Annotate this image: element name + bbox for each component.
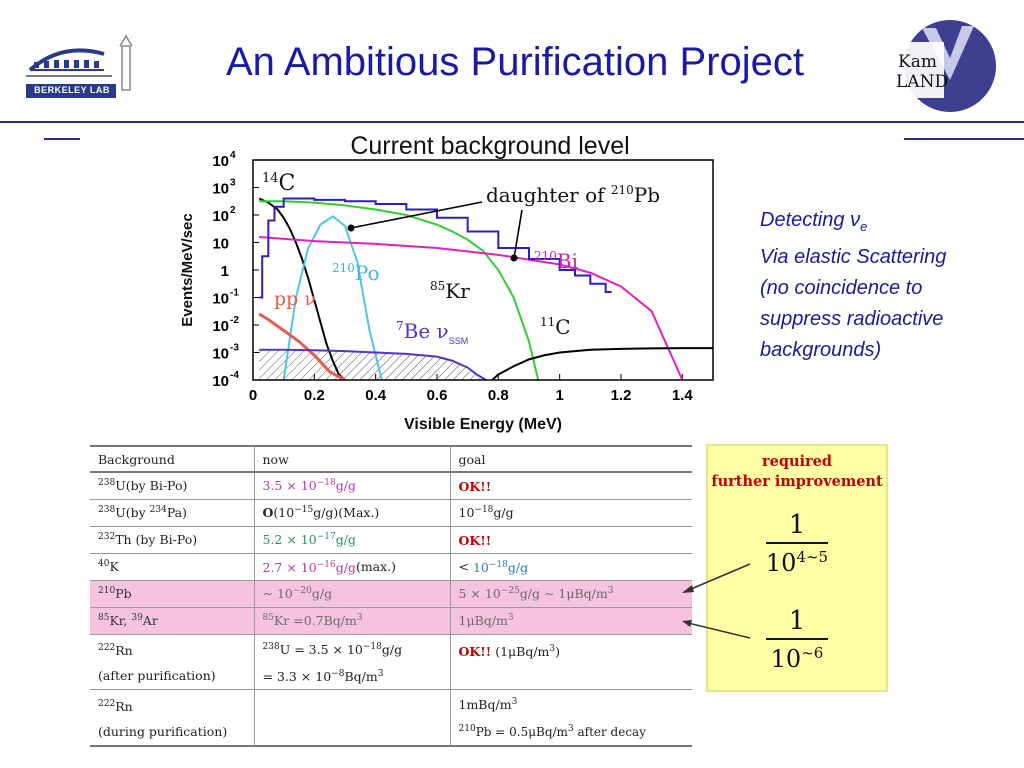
header-goal: goal — [449, 445, 692, 473]
series-line-85Kr — [259, 200, 540, 381]
header-divider-accent-left — [44, 138, 80, 140]
arrow-pb210-head — [682, 585, 694, 593]
chart-title: Current background level — [350, 132, 629, 160]
note-line-2: Via elastic Scattering — [760, 246, 947, 268]
series-line-11C — [491, 347, 713, 381]
table-row: 40K 2.7 × 10−16g/g(max.) < 10−18g/g — [90, 553, 692, 581]
header-background: Background — [90, 445, 254, 473]
plot-frame — [252, 159, 714, 381]
page-title: An Ambitious Purification Project — [225, 40, 805, 84]
improvement-fraction-1: 1 104∼5 — [765, 510, 829, 577]
series-line-14C — [258, 197, 346, 381]
y-tick-exponent: 3 — [230, 178, 236, 189]
y-tick-label: 10 — [212, 236, 229, 253]
y-tick-exponent: 4 — [230, 150, 236, 161]
series-line-pp — [258, 312, 346, 382]
table-row: 85Kr, 39Ar 85Kr =0.7Bq/m3 1μBq/m3 — [90, 607, 692, 635]
y-tick-label: 10 — [212, 208, 229, 225]
y-tick-label: 10 — [212, 318, 229, 335]
background-table: Background now goal 238U(by Bi-Po) 3.5 ×… — [90, 445, 692, 748]
x-tick-label: 0.8 — [488, 387, 509, 404]
table-row: 222Rn (after purification) 238U = 3.5 × 1… — [90, 634, 692, 691]
improvement-title-2: further improvement — [711, 473, 883, 490]
table-row: 238U(by Bi-Po) 3.5 × 10−18g/g OK!! — [90, 472, 692, 500]
y-tick-exponent: 2 — [230, 205, 236, 216]
y-tick-exponent: -1 — [230, 288, 239, 299]
annot-bi210: 210Bi — [534, 249, 578, 273]
kamland-logo: Kam LAND — [888, 14, 1000, 118]
arrow-kr85-head — [682, 620, 692, 627]
daughter-pointer-1 — [350, 201, 483, 229]
annot-daughter-of-pb210: daughter of 210Pb — [486, 183, 660, 207]
y-tick-label: 10 — [212, 373, 229, 390]
header-now: now — [253, 445, 450, 473]
note-line-5: backgrounds) — [760, 339, 882, 361]
x-tick-label: 1.4 — [672, 387, 694, 404]
x-tick-label: 0.4 — [365, 387, 387, 404]
table-row: 222Rn (during purification) 1mBq/m3 210Pb … — [90, 689, 692, 748]
improvement-title-1: required — [761, 453, 833, 470]
table-row: 238U(by 234Pa) O(10−15g/g)(Max.) 10−18g/… — [90, 499, 692, 527]
table-row: 232Th (by Bi-Po) 5.2 × 10−17g/g OK!! — [90, 526, 692, 554]
note-line-1: Detecting νe — [760, 209, 868, 234]
y-tick-exponent: -3 — [230, 343, 239, 354]
series-line-data — [259, 197, 612, 299]
y-tick-exponent: -2 — [230, 315, 239, 326]
hatched-region-be7 — [259, 349, 487, 380]
berkeley-lab-logo: BERKELEY LAB — [22, 28, 152, 106]
y-tick-exponent: -4 — [230, 370, 239, 381]
table-header-row: Background now goal — [90, 445, 692, 473]
x-tick-label: 1 — [555, 387, 563, 404]
pointer-arrows — [682, 563, 751, 639]
daughter-pointer-2 — [513, 209, 523, 259]
x-axis-label: Visible Energy (MeV) — [404, 416, 562, 433]
annot-po210: 210Po — [332, 261, 380, 285]
arrow-kr85 — [683, 621, 751, 639]
arrow-pb210 — [683, 563, 751, 593]
x-tick-label: 0.2 — [304, 387, 325, 404]
detection-note: Detecting νe Via elastic Scattering (no … — [760, 205, 1020, 366]
series-line-210Po — [282, 215, 383, 381]
x-tick-label: 1.2 — [611, 387, 632, 404]
y-axis-label: Events/MeV/sec — [179, 213, 196, 326]
y-tick-label: 10 — [212, 291, 229, 308]
header-divider-accent-right — [904, 138, 1024, 140]
kamland-label-land: LAND — [896, 72, 949, 92]
y-tick-label: 10 — [212, 346, 229, 363]
x-tick-label: 0.6 — [427, 387, 448, 404]
series-line-7Be — [259, 348, 487, 381]
required-improvement-box: required further improvement 1 104∼5 1 1… — [706, 444, 888, 692]
table-row: 210Pb ∼ 10−20g/g 5 × 10−25g/g ∼ 1μBq/m3 — [90, 580, 692, 608]
annot-kr85: 85Kr — [430, 279, 470, 303]
daughter-point-1 — [347, 224, 355, 232]
header-divider — [0, 121, 1024, 123]
y-tick-label: 10 — [212, 153, 229, 170]
annot-c14: 14C — [262, 171, 295, 196]
y-tick-label: 10 — [212, 181, 229, 198]
berkeley-lab-label: BERKELEY LAB — [34, 85, 110, 95]
improvement-fraction-2: 1 10∼6 — [708, 606, 886, 673]
y-tick-label: 1 — [221, 263, 229, 280]
note-line-3: (no coincidence to — [760, 277, 923, 299]
annot-c11: 11C — [540, 315, 571, 339]
annot-pp-nu: pp ν — [274, 288, 316, 310]
annot-be7-nu: 7Be νSSM — [396, 319, 468, 346]
note-line-4: suppress radioactive — [760, 308, 944, 330]
daughter-point-2 — [510, 254, 518, 262]
background-spectrum-chart: Current background level 0 0.2 0.4 0.6 0.8 1 1… — [179, 132, 714, 433]
kamland-label-kam: Kam — [898, 52, 937, 72]
x-tick-label: 0 — [249, 387, 257, 404]
